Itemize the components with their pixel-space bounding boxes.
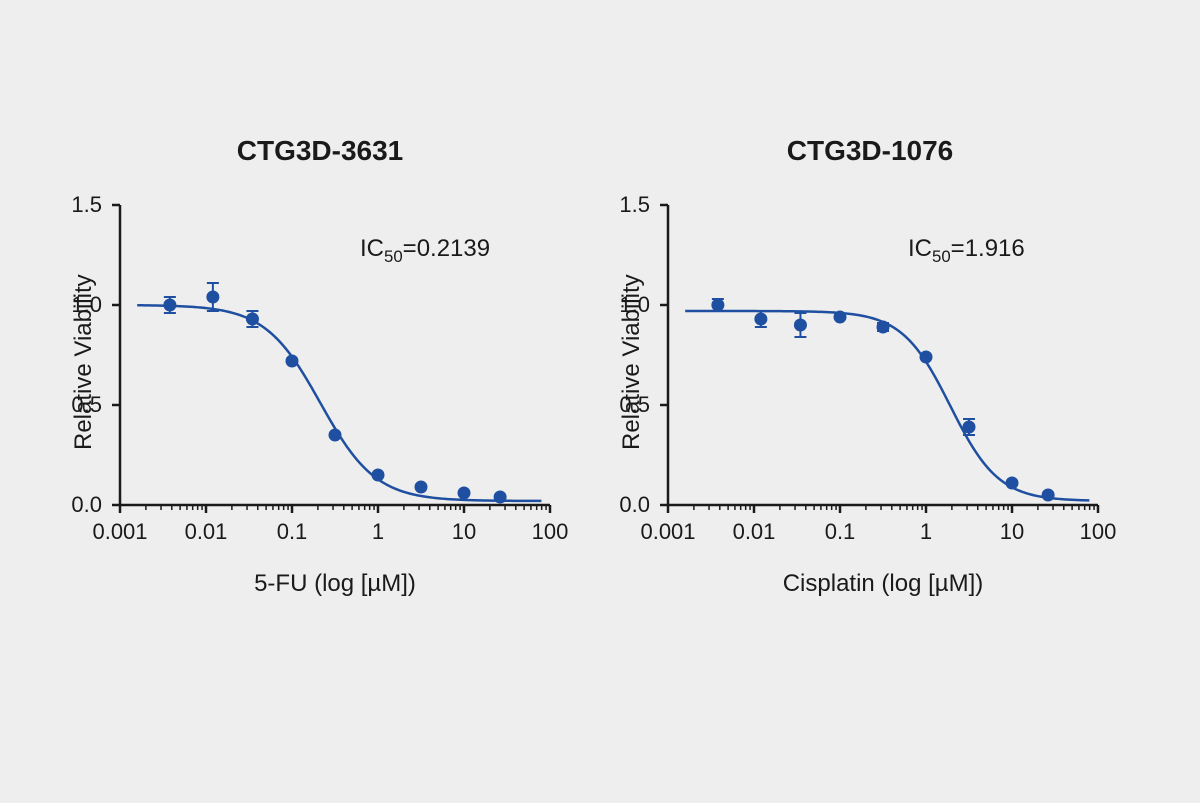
data-point <box>458 487 471 500</box>
x-tick-label: 0.01 <box>185 519 228 545</box>
figure: CTG3D-3631Relative Viability5-FU (log [µ… <box>0 0 1200 803</box>
data-point <box>920 351 933 364</box>
dose-response-plot <box>100 185 570 525</box>
panel-title: CTG3D-1076 <box>787 135 954 167</box>
fitted-curve <box>137 305 541 501</box>
x-tick-label: 0.01 <box>733 519 776 545</box>
data-point <box>163 299 176 312</box>
fitted-curve <box>685 311 1089 500</box>
data-point <box>286 355 299 368</box>
data-point <box>206 291 219 304</box>
data-point <box>794 319 807 332</box>
data-point <box>711 299 724 312</box>
x-tick-label: 1 <box>372 519 384 545</box>
data-point <box>834 311 847 324</box>
x-tick-label: 100 <box>1080 519 1117 545</box>
x-axis-label: Cisplatin (log [µM]) <box>783 570 984 598</box>
x-tick-label: 0.1 <box>825 519 856 545</box>
x-tick-label: 10 <box>452 519 476 545</box>
x-tick-label: 100 <box>532 519 569 545</box>
data-point <box>329 429 342 442</box>
data-point <box>494 491 507 504</box>
data-point <box>246 313 259 326</box>
x-tick-label: 0.1 <box>277 519 308 545</box>
data-point <box>963 421 976 434</box>
x-tick-label: 1 <box>920 519 932 545</box>
data-point <box>415 481 428 494</box>
x-axis-label: 5-FU (log [µM]) <box>254 570 416 598</box>
x-tick-label: 10 <box>1000 519 1024 545</box>
dose-response-plot <box>648 185 1118 525</box>
data-point <box>1042 489 1055 502</box>
x-tick-label: 0.001 <box>640 519 695 545</box>
data-point <box>754 313 767 326</box>
data-point <box>372 469 385 482</box>
panel-title: CTG3D-3631 <box>237 135 404 167</box>
data-point <box>877 321 890 334</box>
x-tick-label: 0.001 <box>92 519 147 545</box>
data-point <box>1006 477 1019 490</box>
